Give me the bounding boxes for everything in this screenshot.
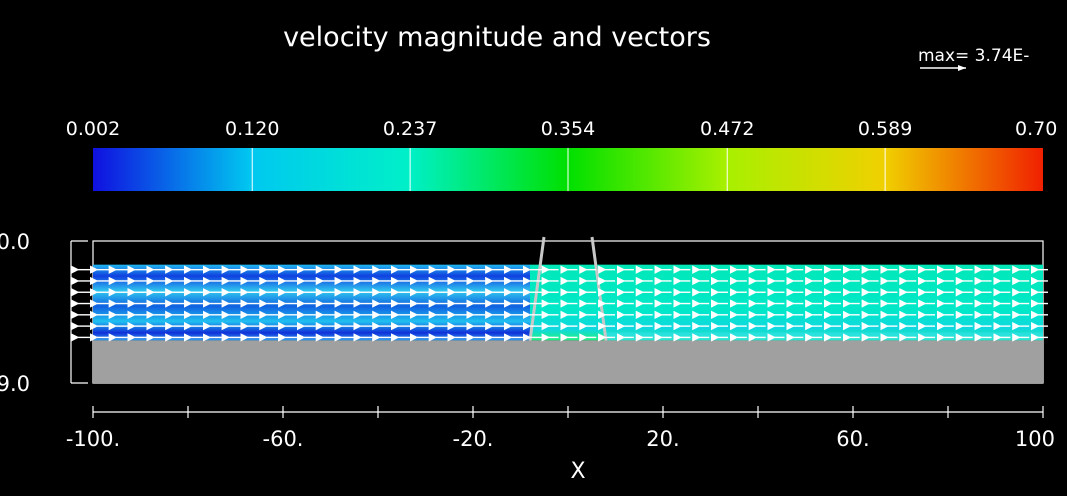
y-tick-label: 0.0 [0, 230, 30, 254]
bed-region [93, 340, 1043, 383]
y-tick-label: 9.0 [0, 372, 30, 396]
chart-title: velocity magnitude and vectors [283, 22, 711, 53]
x-axis: -100. -60. -20. 20. 60. 100 [66, 406, 1055, 451]
downstream-flow-region [530, 264, 1043, 341]
x-tick-label: -60. [263, 427, 304, 451]
x-tick-label: 100 [1015, 427, 1055, 451]
colorbar-tick-label: 0.354 [541, 118, 595, 140]
x-tick-label: 60. [836, 427, 869, 451]
colorbar-tick-label: 0.002 [66, 118, 120, 140]
x-tick-label: -100. [66, 427, 120, 451]
colorbar: 0.002 0.120 0.237 0.354 0.472 0.589 0.70 [66, 118, 1057, 191]
upstream-flow-region [93, 264, 530, 341]
x-tick-label: 20. [646, 427, 679, 451]
colorbar-tick-label: 0.472 [700, 118, 754, 140]
max-vector-arrow-head [958, 65, 966, 71]
x-axis-label: X [570, 459, 585, 484]
field-plot: 0.0 9.0 [0, 230, 1048, 396]
colorbar-tick-label: 0.120 [225, 118, 279, 140]
colorbar-tick-label: 0.70 [1015, 118, 1057, 140]
bed-boundary-layer [606, 332, 1043, 341]
colorbar-tick-label: 0.589 [858, 118, 912, 140]
velocity-vectors [71, 265, 1048, 342]
x-tick-label: -20. [453, 427, 494, 451]
max-vector-label: max= 3.74E- [918, 46, 1029, 66]
colorbar-tick-label: 0.237 [383, 118, 437, 140]
